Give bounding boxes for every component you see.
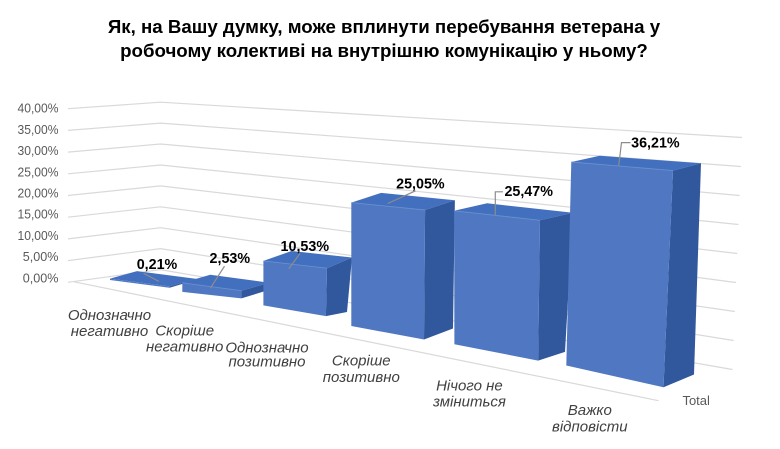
svg-text:позитивно: позитивно <box>323 369 400 386</box>
svg-text:Скоріше: Скоріше <box>155 323 214 340</box>
svg-text:10,53%: 10,53% <box>281 239 330 255</box>
svg-text:зміниться: зміниться <box>432 394 506 411</box>
svg-text:позитивно: позитивно <box>228 353 305 370</box>
svg-text:робочому колективі на внутрішн: робочому колективі на внутрішню комуніка… <box>120 40 648 61</box>
svg-text:10,00%: 10,00% <box>18 228 59 243</box>
svg-text:5,00%: 5,00% <box>23 249 59 264</box>
svg-text:Важко: Важко <box>568 402 612 419</box>
svg-text:35,00%: 35,00% <box>18 122 59 137</box>
svg-text:0,00%: 0,00% <box>23 270 59 285</box>
svg-text:негативно: негативно <box>146 338 223 355</box>
svg-text:негативно: негативно <box>71 323 148 340</box>
svg-text:Однозначно: Однозначно <box>68 307 151 324</box>
svg-text:30,00%: 30,00% <box>18 143 59 158</box>
svg-text:відповісти: відповісти <box>552 419 628 436</box>
svg-text:36,21%: 36,21% <box>631 136 680 152</box>
svg-text:Нічого не: Нічого не <box>436 378 503 395</box>
svg-text:25,47%: 25,47% <box>504 184 553 200</box>
svg-text:2,53%: 2,53% <box>210 251 251 267</box>
svg-text:25,05%: 25,05% <box>396 176 445 192</box>
svg-text:Однозначно: Однозначно <box>225 340 308 357</box>
svg-text:Як, на Вашу думку, може вплину: Як, на Вашу думку, може вплинути перебув… <box>108 16 661 37</box>
svg-text:Total: Total <box>682 393 710 408</box>
svg-text:15,00%: 15,00% <box>18 207 59 222</box>
svg-text:Скоріше: Скоріше <box>332 352 391 369</box>
svg-text:0,21%: 0,21% <box>137 257 178 273</box>
svg-text:25,00%: 25,00% <box>18 164 59 179</box>
svg-text:20,00%: 20,00% <box>18 186 59 201</box>
svg-text:40,00%: 40,00% <box>18 101 59 116</box>
